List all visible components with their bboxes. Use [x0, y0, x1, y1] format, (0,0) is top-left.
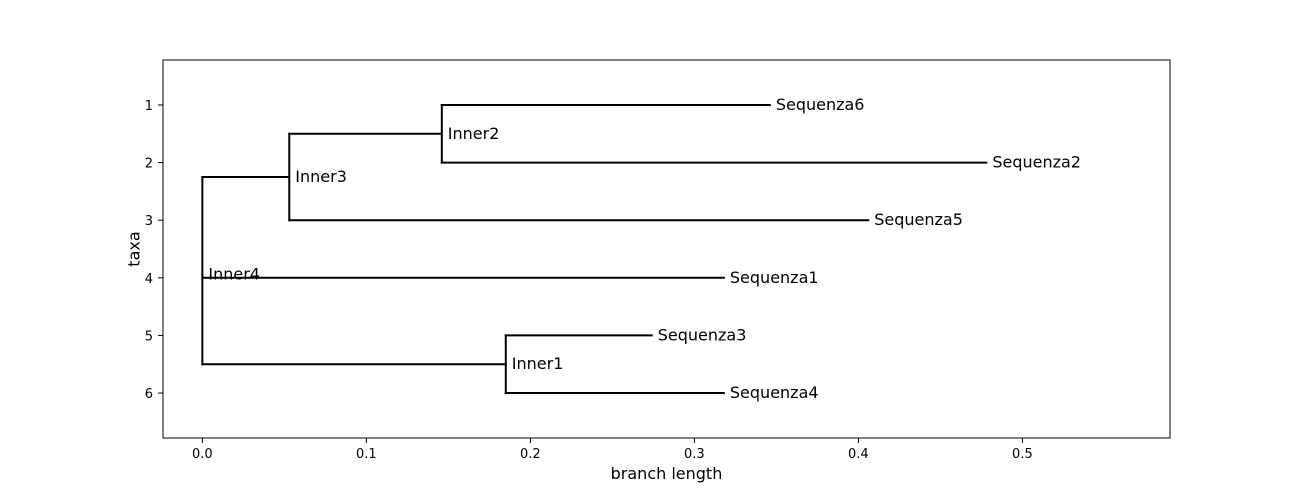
- node-label-inner3: Inner3: [295, 167, 347, 186]
- y-tick-label: 1: [145, 99, 153, 114]
- node-label-sequenza6: Sequenza6: [776, 95, 865, 114]
- x-tick-label: 0.5: [1012, 447, 1033, 462]
- y-tick-label: 5: [145, 329, 153, 344]
- plot-frame: [162, 59, 1171, 439]
- y-tick-label: 6: [145, 387, 153, 402]
- node-label-sequenza5: Sequenza5: [874, 210, 963, 229]
- tree-node-labels: Inner4 Inner3 Inner2 Inner1 Sequenza6 Sequenz…: [208, 95, 1081, 402]
- x-tick-label: 0.3: [684, 447, 705, 462]
- x-tick-label: 0.2: [520, 447, 541, 462]
- x-axis-title: branch length: [611, 464, 723, 483]
- y-axis-title: taxa: [125, 231, 144, 266]
- node-label-sequenza1: Sequenza1: [730, 268, 819, 287]
- node-label-sequenza4: Sequenza4: [730, 383, 819, 402]
- x-tick-label: 0.0: [192, 447, 213, 462]
- x-axis: 0.0 0.1 0.2 0.3 0.4 0.5: [192, 438, 1033, 462]
- node-label-sequenza2: Sequenza2: [992, 153, 1081, 172]
- node-label-inner1: Inner1: [512, 354, 564, 373]
- y-tick-label: 3: [145, 214, 153, 229]
- node-label-inner2: Inner2: [448, 124, 500, 143]
- y-axis: 1 2 3 4 5 6: [145, 99, 163, 402]
- node-label-inner4: Inner4: [208, 264, 260, 283]
- y-tick-label: 4: [145, 272, 153, 287]
- x-tick-label: 0.4: [848, 447, 869, 462]
- node-label-sequenza3: Sequenza3: [658, 325, 747, 344]
- x-tick-label: 0.1: [356, 447, 377, 462]
- tree-branches: [201, 103, 988, 395]
- y-tick-label: 2: [145, 157, 153, 172]
